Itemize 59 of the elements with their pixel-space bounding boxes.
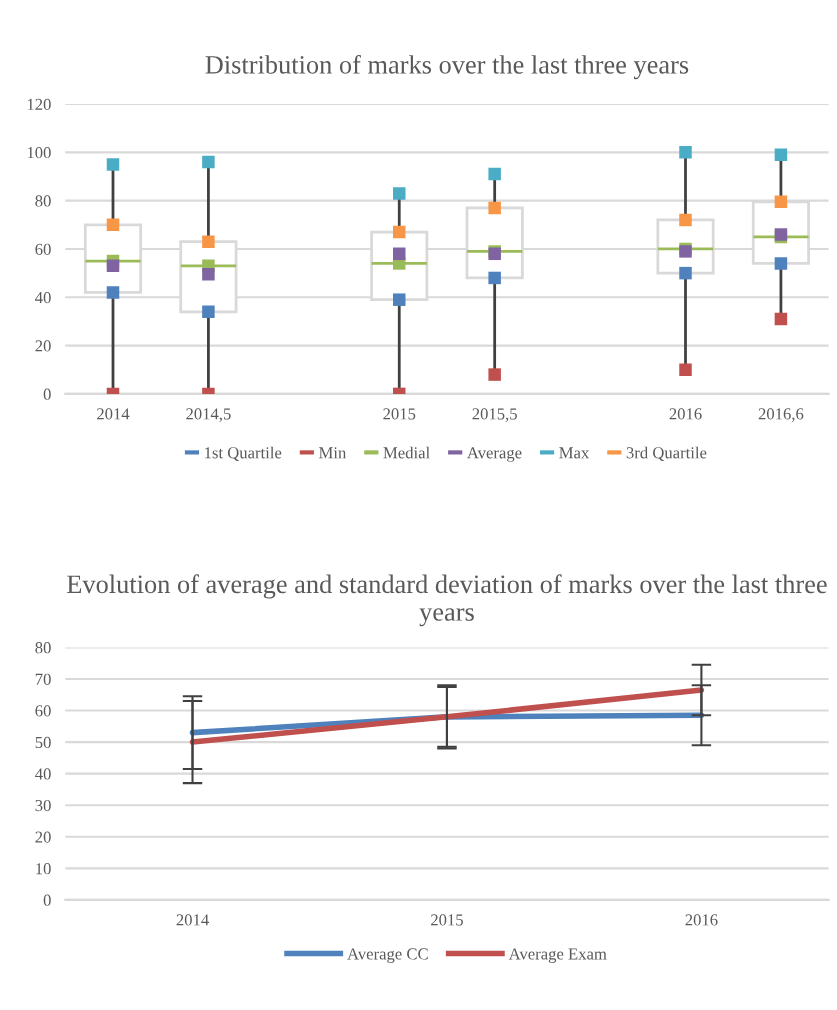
y-tick-label: 0 bbox=[43, 388, 51, 400]
y-tick-label: 80 bbox=[35, 195, 51, 207]
y-tick-label: 60 bbox=[35, 243, 51, 255]
y-tick-label: 30 bbox=[35, 799, 51, 812]
point bbox=[393, 247, 406, 261]
chart-title: Distribution of marks over the last three years bbox=[205, 54, 689, 80]
y-tick-label: 20 bbox=[35, 340, 51, 352]
point bbox=[488, 271, 501, 285]
x-tick-label: 2015 bbox=[383, 408, 416, 420]
point bbox=[679, 266, 692, 280]
point bbox=[393, 225, 406, 239]
x-tick-label: 2014 bbox=[97, 408, 130, 420]
legend-label: Average Exam bbox=[508, 948, 607, 963]
point bbox=[202, 155, 215, 169]
point bbox=[202, 235, 215, 248]
x-tick-label: 2016,6 bbox=[758, 408, 804, 422]
y-tick-label: 0 bbox=[43, 894, 51, 906]
point bbox=[774, 312, 788, 326]
point bbox=[774, 257, 788, 270]
y-tick-label: 40 bbox=[35, 291, 51, 304]
y-tick-label: 70 bbox=[35, 673, 51, 685]
x-tick-label: 2015 bbox=[431, 914, 463, 926]
point bbox=[488, 201, 501, 215]
legend-label: Average CC bbox=[347, 948, 428, 963]
x-tick-label: 2014 bbox=[176, 914, 209, 926]
x-tick-label: 2016 bbox=[669, 408, 702, 420]
point bbox=[202, 305, 215, 319]
point bbox=[774, 148, 788, 162]
point bbox=[106, 158, 120, 171]
point bbox=[393, 293, 406, 306]
y-tick-label: 40 bbox=[35, 768, 51, 780]
point bbox=[679, 213, 692, 227]
point bbox=[106, 259, 120, 273]
y-tick-label: 120 bbox=[27, 98, 51, 110]
point bbox=[488, 167, 501, 181]
y-tick-label: 50 bbox=[35, 736, 51, 749]
y-tick-label: 20 bbox=[35, 831, 51, 843]
point bbox=[679, 363, 692, 376]
y-tick-label: 80 bbox=[35, 642, 51, 654]
x-tick-label: 2015,5 bbox=[472, 408, 517, 422]
point bbox=[202, 268, 215, 281]
legend-label: 3rd Quartile bbox=[626, 446, 707, 461]
point bbox=[774, 195, 788, 209]
point bbox=[679, 146, 692, 159]
x-tick-label: 2016 bbox=[685, 914, 718, 926]
legend-label: Medial bbox=[383, 446, 430, 459]
legend-label: 1st Quartile bbox=[205, 446, 282, 461]
x-tick-label: 2014,5 bbox=[186, 408, 231, 422]
chart-title: Evolution of average and standard deviation of marks over the last three years bbox=[67, 574, 827, 627]
point bbox=[106, 286, 120, 299]
legend-label: Average bbox=[467, 447, 522, 462]
point bbox=[106, 218, 120, 232]
point bbox=[488, 368, 501, 381]
y-tick-label: 60 bbox=[35, 705, 51, 717]
y-tick-label: 10 bbox=[36, 863, 51, 875]
legend-label: Max bbox=[559, 447, 590, 459]
point bbox=[393, 187, 406, 200]
legend-label: Min bbox=[319, 447, 347, 459]
y-tick-label: 100 bbox=[27, 147, 51, 159]
